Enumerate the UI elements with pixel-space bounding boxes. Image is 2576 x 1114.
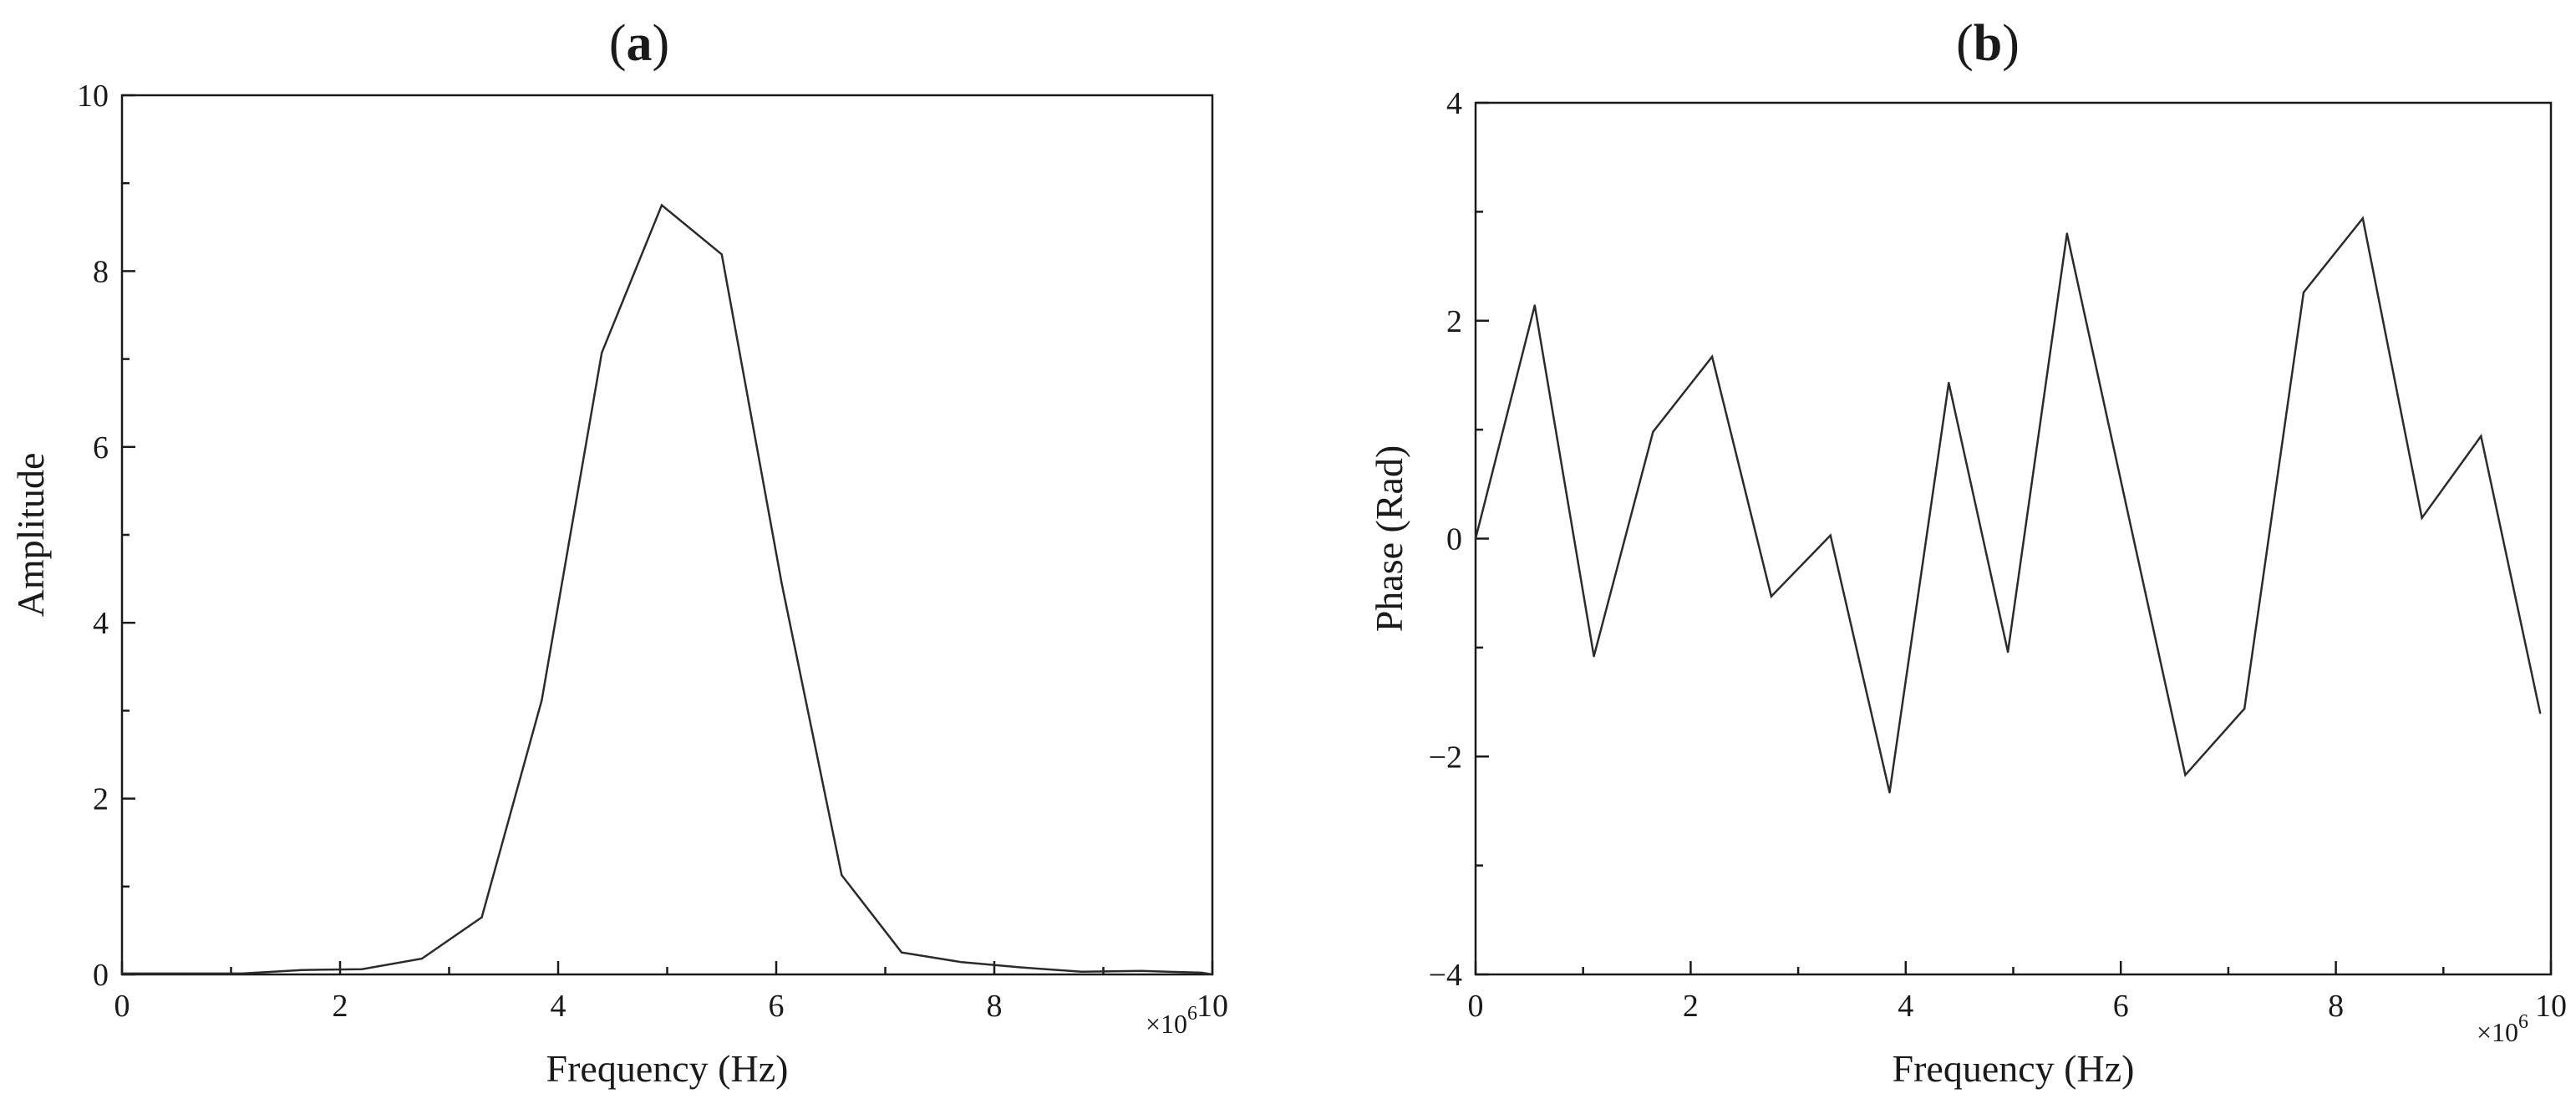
data-point bbox=[1710, 355, 1714, 358]
y-tick-label: 4 bbox=[93, 606, 109, 641]
data-point bbox=[2006, 650, 2009, 654]
x-axis-multiplier: ×106 bbox=[1146, 1003, 1197, 1039]
data-point bbox=[1020, 966, 1023, 969]
plot-frame bbox=[120, 94, 1214, 976]
y-tick-label: 8 bbox=[93, 254, 109, 289]
data-point bbox=[841, 873, 843, 877]
x-multiplier-base: ×10 bbox=[2477, 1017, 2518, 1047]
x-tick-label: 2 bbox=[333, 989, 348, 1024]
x-tick-label: 2 bbox=[1683, 989, 1699, 1024]
data-point bbox=[720, 253, 723, 256]
y-tick-label: 2 bbox=[93, 782, 109, 817]
data-point bbox=[900, 951, 903, 954]
data-point bbox=[1140, 969, 1143, 972]
x-tick-label: 10 bbox=[2535, 989, 2567, 1024]
x-multiplier-exponent: 6 bbox=[2518, 1011, 2528, 1033]
panel-b-chart: (b) 0 2 4 6 8 10 −4 −2 0 2 4 Frequency (Hz) Phase (Ra… bbox=[1368, 15, 2567, 1090]
x-tick-label: 4 bbox=[1898, 989, 1913, 1024]
data-point bbox=[1770, 595, 1773, 598]
data-point bbox=[2065, 232, 2069, 235]
data-point bbox=[1652, 430, 1654, 433]
y-tick-label: −4 bbox=[1429, 958, 1462, 993]
panel-label: (b) bbox=[1956, 15, 2020, 72]
data-point bbox=[2538, 711, 2542, 715]
data-point bbox=[301, 969, 303, 971]
data-point bbox=[960, 961, 963, 964]
y-axis-label: Amplitude bbox=[9, 453, 52, 618]
data-point bbox=[1829, 534, 1832, 537]
x-tick-label: 6 bbox=[2113, 989, 2129, 1024]
data-point bbox=[2421, 516, 2423, 519]
data-point bbox=[1593, 655, 1595, 658]
x-axis-multiplier: ×106 bbox=[2477, 1011, 2528, 1047]
data-point bbox=[780, 582, 783, 585]
x-tick-label: 0 bbox=[1468, 989, 1484, 1024]
x-tick-label: 8 bbox=[2328, 989, 2344, 1024]
data-point bbox=[2361, 216, 2364, 220]
data-point bbox=[2184, 774, 2187, 776]
y-tick-label: 0 bbox=[93, 958, 109, 993]
data-point bbox=[480, 916, 483, 918]
data-point bbox=[660, 204, 663, 206]
data-point bbox=[120, 972, 124, 975]
y-tick-label: −2 bbox=[1429, 740, 1462, 775]
data-point bbox=[241, 972, 243, 975]
data-point bbox=[2480, 435, 2482, 438]
x-tick-label: 0 bbox=[114, 989, 130, 1024]
data-point bbox=[1080, 970, 1083, 974]
series-line bbox=[1474, 216, 2542, 793]
x-axis-label: Frequency (Hz) bbox=[1893, 1047, 2135, 1090]
x-tick-label: 4 bbox=[551, 989, 567, 1024]
data-point bbox=[1474, 537, 1477, 540]
plot-frame bbox=[1474, 101, 2553, 976]
x-multiplier-base: ×10 bbox=[1146, 1009, 1187, 1039]
panel-label-letter: b bbox=[1974, 15, 2002, 72]
data-point bbox=[2302, 291, 2305, 294]
data-point bbox=[1888, 791, 1891, 794]
y-tick-label: 4 bbox=[1446, 86, 1462, 121]
x-axis-label: Frequency (Hz) bbox=[546, 1047, 789, 1090]
panel-a-chart: (a) 0 2 4 6 8 10 0 2 4 6 8 10 Frequency (Hz) Amplitude… bbox=[9, 15, 1228, 1090]
data-point bbox=[1948, 381, 1950, 384]
data-point bbox=[601, 352, 603, 354]
panel-label: (a) bbox=[609, 15, 669, 72]
data-point bbox=[2125, 503, 2127, 506]
y-axis-label: Phase (Rad) bbox=[1368, 445, 1410, 633]
x-tick-label: 8 bbox=[987, 989, 1003, 1024]
data-point bbox=[2243, 707, 2246, 710]
data-point bbox=[1200, 971, 1203, 974]
panel-label-letter: a bbox=[627, 15, 653, 72]
data-point bbox=[1211, 973, 1214, 976]
series-line bbox=[122, 203, 1213, 976]
x-tick-label: 6 bbox=[769, 989, 785, 1024]
x-tick-label: 10 bbox=[1197, 989, 1228, 1024]
y-tick-label: 6 bbox=[93, 430, 109, 465]
data-point bbox=[420, 957, 424, 960]
data-point bbox=[1533, 304, 1536, 307]
data-point bbox=[180, 972, 183, 975]
y-tick-label: 0 bbox=[1446, 522, 1462, 557]
x-multiplier-exponent: 6 bbox=[1187, 1003, 1197, 1025]
y-tick-label: 2 bbox=[1446, 304, 1462, 339]
data-point bbox=[360, 968, 363, 970]
y-tick-label: 10 bbox=[77, 79, 109, 114]
data-point bbox=[541, 699, 543, 701]
